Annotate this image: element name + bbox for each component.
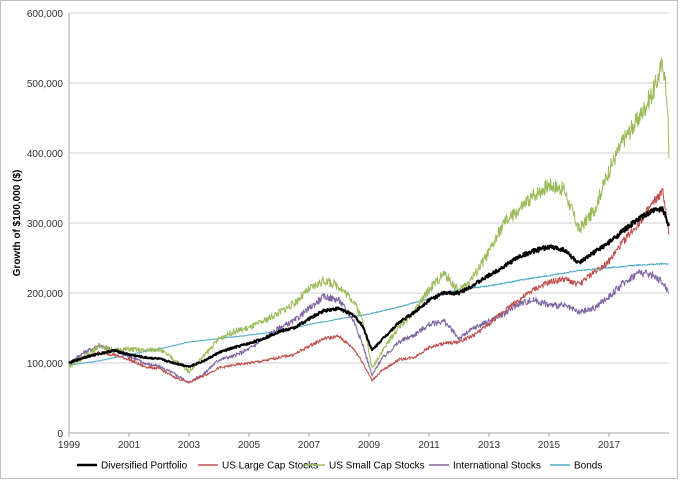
y-tick-label: 300,000 <box>27 219 64 230</box>
x-tick-label: 2001 <box>118 440 141 451</box>
legend: Diversified Portfolio US Large Cap Stocks… <box>77 461 602 472</box>
axes: 0 100,000 200,000 300,000 400,000 500,000 600,… <box>27 9 669 451</box>
legend-label: US Large Cap Stocks <box>222 461 318 472</box>
series-line-diversified-portfolio <box>68 206 670 368</box>
y-tick-label: 600,000 <box>27 9 64 20</box>
y-tick-label: 500,000 <box>27 79 64 90</box>
x-tick-label: 2013 <box>478 440 501 451</box>
legend-label: US Small Cap Stocks <box>329 461 425 472</box>
x-tick-label: 2015 <box>538 440 561 451</box>
legend-label: International Stocks <box>453 461 541 472</box>
x-tick-label: 2009 <box>358 440 381 451</box>
series-lines <box>68 57 670 384</box>
y-tick-label: 100,000 <box>27 359 64 370</box>
x-tick-label: 1999 <box>58 440 81 451</box>
x-tick-label: 2005 <box>238 440 261 451</box>
series-line-bonds <box>68 262 670 366</box>
x-tick-label: 2017 <box>598 440 621 451</box>
y-tick-label: 400,000 <box>27 149 64 160</box>
legend-label: Bonds <box>574 461 602 472</box>
series-line-international-stocks <box>68 268 670 384</box>
line-chart: 0 100,000 200,000 300,000 400,000 500,000 600,… <box>12 9 670 472</box>
x-tick-label: 2011 <box>418 440 440 451</box>
legend-label: Diversified Portfolio <box>101 461 188 472</box>
gridlines <box>69 12 669 434</box>
y-tick-label: 0 <box>57 429 63 440</box>
x-tick-label: 2003 <box>178 440 201 451</box>
y-tick-label: 200,000 <box>27 289 64 300</box>
series-line-us-small-cap-stocks <box>68 57 670 374</box>
series-line-us-large-cap-stocks <box>68 187 670 384</box>
chart-frame: 0 100,000 200,000 300,000 400,000 500,000 600,… <box>0 0 678 479</box>
x-tick-label: 2007 <box>298 440 321 451</box>
y-axis-label: Growth of $100,000 ($) <box>12 170 23 277</box>
